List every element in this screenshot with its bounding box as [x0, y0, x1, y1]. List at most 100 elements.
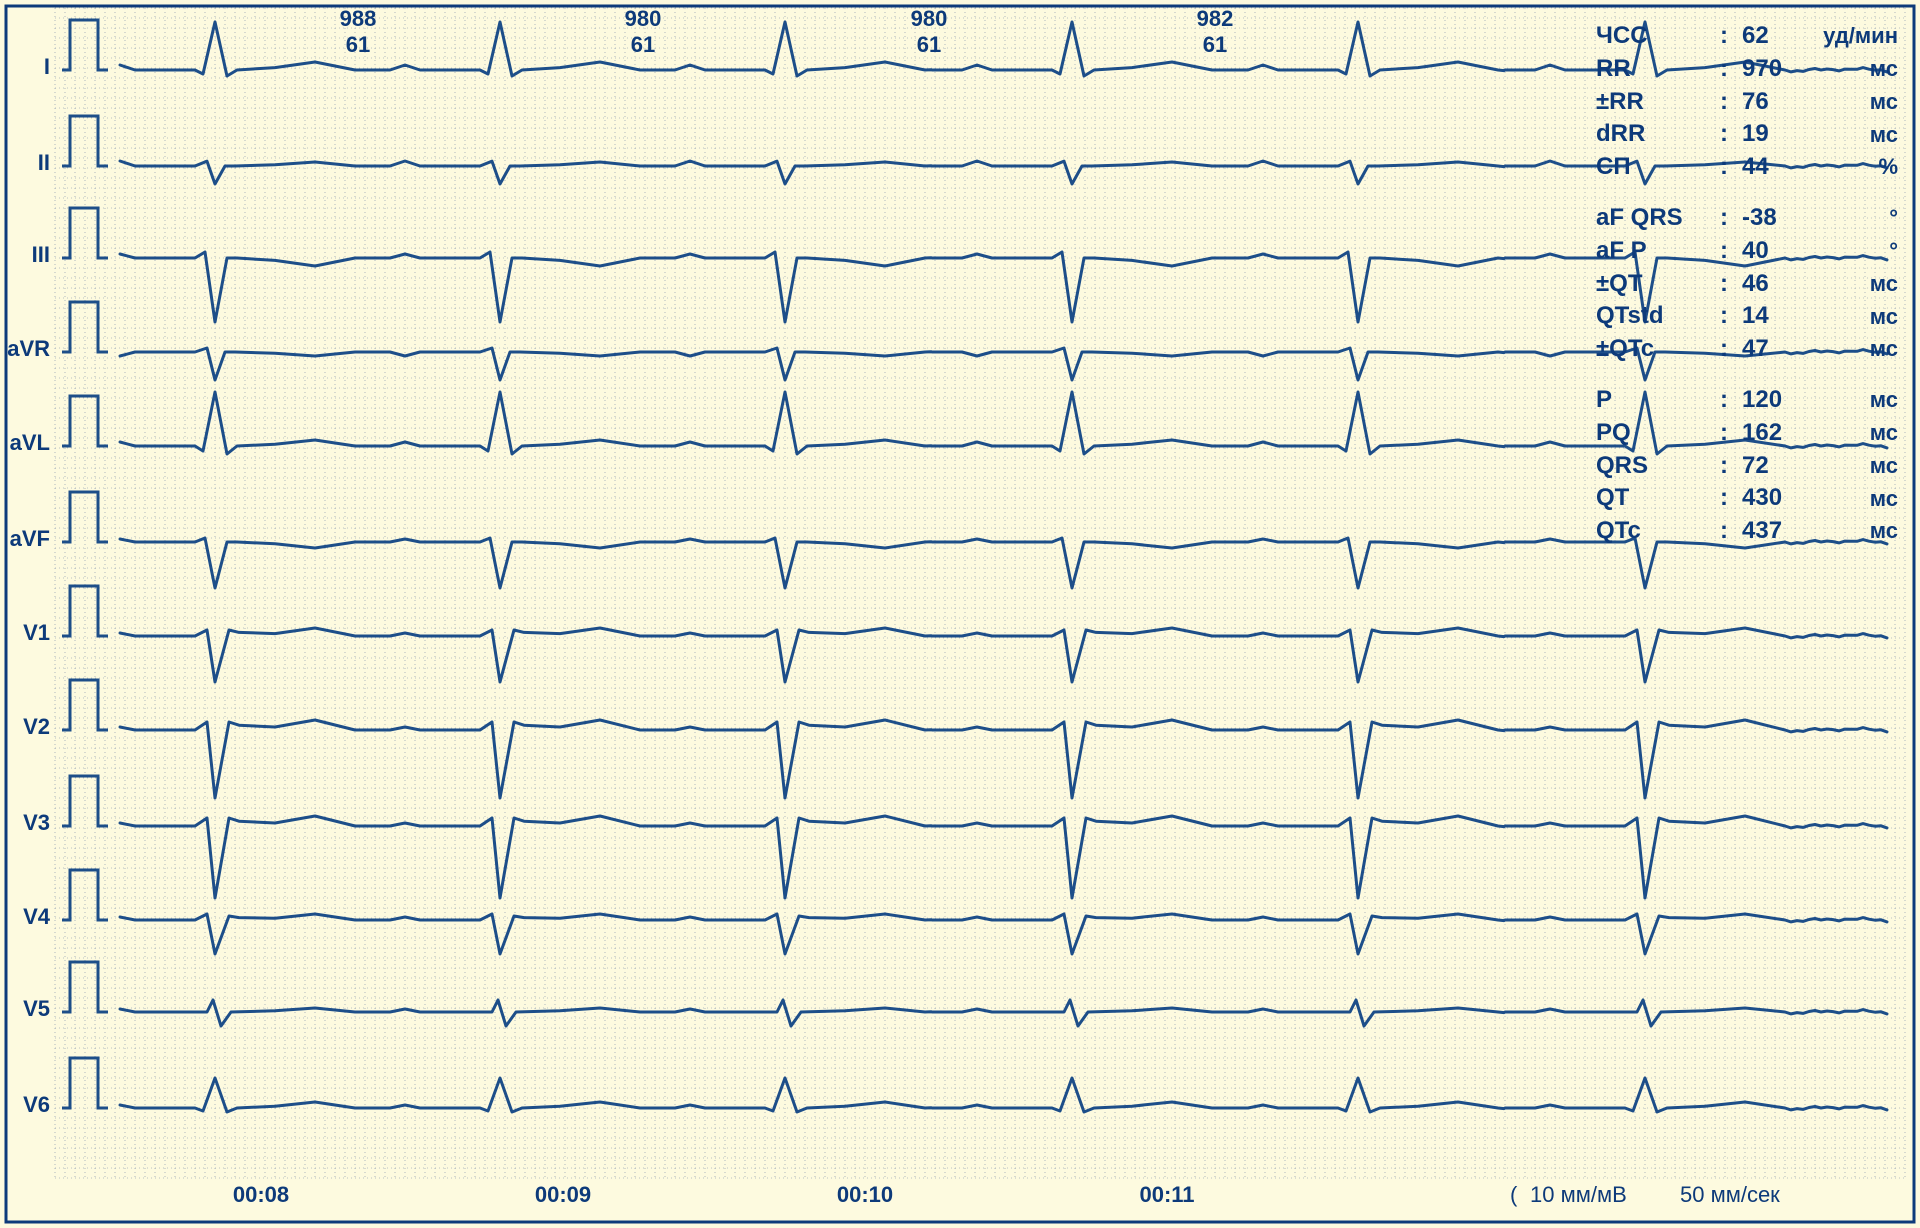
hr-label: 61	[1203, 32, 1227, 57]
lead-label-V4: V4	[23, 904, 51, 929]
time-label: 00:08	[233, 1182, 289, 1207]
measurements-panel: ЧСС:62уд/минRR:970мс±RR:76мсdRR:19мсСП:4…	[1592, 20, 1902, 548]
measurement-value: 19	[1738, 118, 1816, 151]
measurement-colon: :	[1710, 86, 1738, 119]
measurement-row: PQ:162мс	[1592, 417, 1902, 450]
measurement-unit: °	[1816, 202, 1902, 235]
rr-label: 982	[1197, 6, 1234, 31]
measurement-colon: :	[1710, 202, 1738, 235]
measurement-row: ±QTc:47мс	[1592, 333, 1902, 366]
measurement-key: ±QT	[1592, 268, 1710, 301]
measurement-colon: :	[1710, 417, 1738, 450]
time-label: 00:09	[535, 1182, 591, 1207]
measurement-unit: мс	[1816, 450, 1902, 483]
lead-label-V3: V3	[23, 810, 50, 835]
measurement-row: ±RR:76мс	[1592, 86, 1902, 119]
measurement-value: -38	[1738, 202, 1816, 235]
measurement-unit: °	[1816, 235, 1902, 268]
measurement-value: 76	[1738, 86, 1816, 119]
measurement-key: aF P	[1592, 235, 1710, 268]
lead-label-I: I	[44, 54, 50, 79]
speed-label: 50 мм/сек	[1680, 1182, 1780, 1207]
lead-label-V1: V1	[23, 620, 50, 645]
measurement-value: 44	[1738, 151, 1816, 184]
measurement-row: RR:970мс	[1592, 53, 1902, 86]
measurement-colon: :	[1710, 450, 1738, 483]
time-label: 00:11	[1139, 1182, 1194, 1207]
measurement-row: P:120мс	[1592, 384, 1902, 417]
gain-label: 10 мм/мВ	[1530, 1182, 1627, 1207]
measurement-key: ±QTc	[1592, 333, 1710, 366]
time-label: 00:10	[837, 1182, 893, 1207]
measurement-row: QRS:72мс	[1592, 450, 1902, 483]
measurement-row: QTc:437мс	[1592, 515, 1902, 548]
measurement-key: RR	[1592, 53, 1710, 86]
measurement-colon: :	[1710, 268, 1738, 301]
measurement-row: СП:44%	[1592, 151, 1902, 184]
measurement-key: aF QRS	[1592, 202, 1710, 235]
lead-label-aVL: aVL	[10, 430, 50, 455]
measurement-colon: :	[1710, 333, 1738, 366]
ecg-viewer: IIIIIIaVRaVLaVFV1V2V3V4V5V69886198061980…	[0, 0, 1920, 1228]
measurement-value: 14	[1738, 300, 1816, 333]
measurement-value: 62	[1738, 20, 1816, 53]
lead-label-III: III	[32, 242, 50, 267]
measurement-key: dRR	[1592, 118, 1710, 151]
rr-label: 988	[340, 6, 377, 31]
measurement-colon: :	[1710, 482, 1738, 515]
measurement-colon: :	[1710, 300, 1738, 333]
measurement-key: QRS	[1592, 450, 1710, 483]
hr-label: 61	[631, 32, 655, 57]
hr-label: 61	[346, 32, 370, 57]
measurement-key: ЧСС	[1592, 20, 1710, 53]
measurement-row: ±QT:46мс	[1592, 268, 1902, 301]
measurement-unit: мс	[1816, 515, 1902, 548]
measurement-unit: мс	[1816, 482, 1902, 515]
measurement-colon: :	[1710, 20, 1738, 53]
measurement-colon: :	[1710, 235, 1738, 268]
lead-label-V6: V6	[23, 1092, 50, 1117]
measurement-row: aF QRS:-38°	[1592, 202, 1902, 235]
measurement-value: 47	[1738, 333, 1816, 366]
lead-label-aVF: aVF	[10, 526, 50, 551]
measurement-colon: :	[1710, 151, 1738, 184]
lead-label-V2: V2	[23, 714, 50, 739]
measurement-unit: мс	[1816, 86, 1902, 119]
measurement-colon: :	[1710, 53, 1738, 86]
measurement-unit: %	[1816, 151, 1902, 184]
measurement-value: 437	[1738, 515, 1816, 548]
scale-paren: (	[1510, 1182, 1518, 1207]
measurement-key: QTstd	[1592, 300, 1710, 333]
measurement-value: 430	[1738, 482, 1816, 515]
measurement-key: QT	[1592, 482, 1710, 515]
measurement-unit: мс	[1816, 333, 1902, 366]
measurement-colon: :	[1710, 118, 1738, 151]
measurement-unit: мс	[1816, 268, 1902, 301]
measurement-row: QTstd:14мс	[1592, 300, 1902, 333]
measurement-value: 970	[1738, 53, 1816, 86]
measurement-row: dRR:19мс	[1592, 118, 1902, 151]
hr-label: 61	[917, 32, 941, 57]
measurement-key: PQ	[1592, 417, 1710, 450]
lead-label-II: II	[38, 150, 50, 175]
rr-label: 980	[625, 6, 662, 31]
measurement-unit: мс	[1816, 53, 1902, 86]
measurement-key: P	[1592, 384, 1710, 417]
measurement-colon: :	[1710, 384, 1738, 417]
lead-label-V5: V5	[23, 996, 50, 1021]
rr-label: 980	[911, 6, 948, 31]
measurement-value: 162	[1738, 417, 1816, 450]
measurement-unit: мс	[1816, 118, 1902, 151]
lead-label-aVR: aVR	[7, 336, 50, 361]
measurement-row: ЧСС:62уд/мин	[1592, 20, 1902, 53]
measurement-value: 40	[1738, 235, 1816, 268]
measurements-table: ЧСС:62уд/минRR:970мс±RR:76мсdRR:19мсСП:4…	[1592, 20, 1902, 548]
measurement-unit: мс	[1816, 417, 1902, 450]
measurement-key: СП	[1592, 151, 1710, 184]
measurement-gap	[1592, 184, 1902, 202]
measurement-key: QTc	[1592, 515, 1710, 548]
measurement-value: 72	[1738, 450, 1816, 483]
measurement-unit: мс	[1816, 300, 1902, 333]
measurement-unit: уд/мин	[1816, 20, 1902, 53]
measurement-value: 120	[1738, 384, 1816, 417]
